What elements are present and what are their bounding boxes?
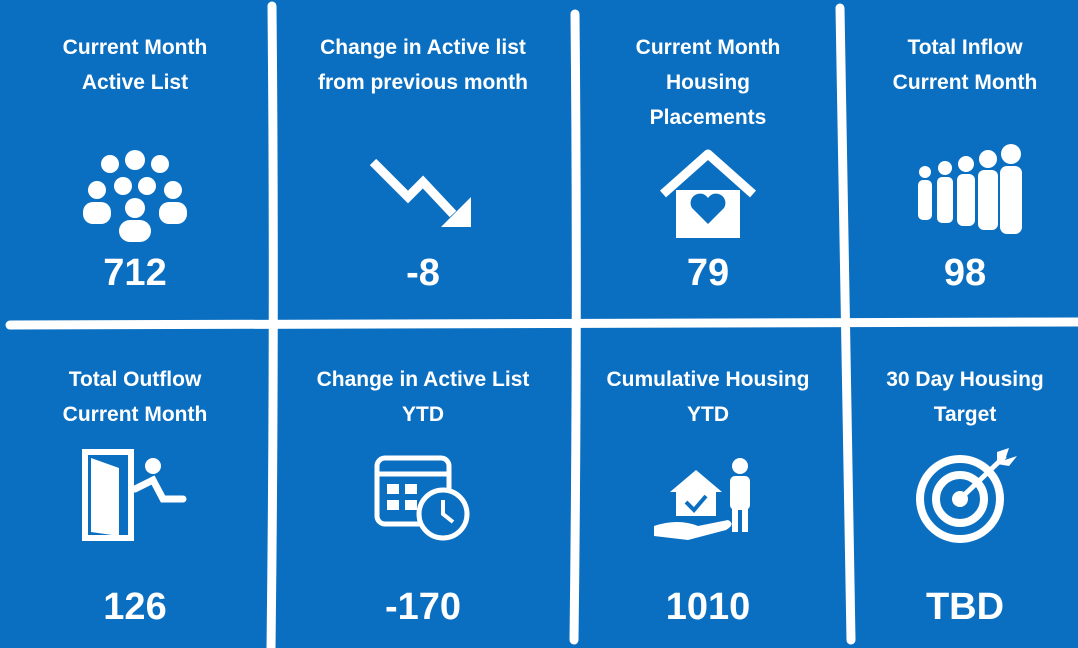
title-line: Current Month <box>62 36 208 59</box>
tile-title: Change in Active list from previous month <box>288 30 558 100</box>
tile-value: 1010 <box>665 586 751 628</box>
tile-value: 126 <box>103 586 167 628</box>
tile-title: Cumulative Housing YTD <box>573 362 843 432</box>
tile-icon <box>363 142 483 242</box>
title-line: from previous month <box>317 71 528 94</box>
tile-icon <box>75 142 195 242</box>
title-line: YTD <box>402 403 444 426</box>
tile-icon <box>905 142 1025 242</box>
tile-value: 712 <box>103 252 167 294</box>
title-line: Change in Active list <box>320 36 526 59</box>
tile-icon <box>648 444 768 544</box>
kpi-tile: Change in Active list from previous month… <box>288 30 558 320</box>
tile-title: Current Month Housing Placements <box>573 30 843 135</box>
icon-trend-down <box>369 158 471 227</box>
icon-people-group <box>83 150 187 242</box>
tile-icon <box>648 142 768 242</box>
tile-value: 79 <box>686 252 730 294</box>
icon-calendar-clock <box>374 455 470 541</box>
icon-house-heart <box>660 149 756 238</box>
icon-target <box>916 448 1017 543</box>
title-line: Placements <box>649 106 767 129</box>
tile-icon <box>905 444 1025 544</box>
tile-title: Total Outflow Current Month <box>0 362 270 432</box>
title-line: Total Inflow <box>907 36 1023 59</box>
tile-title: 30 Day Housing Target <box>830 362 1078 432</box>
title-line: Change in Active List <box>316 368 530 391</box>
icon-people-row <box>918 144 1022 234</box>
tile-title: Total Inflow Current Month <box>830 30 1078 100</box>
tile-value: -8 <box>406 252 440 294</box>
title-line: Target <box>933 403 997 426</box>
title-line: Current Month <box>635 36 781 59</box>
kpi-tile: Cumulative Housing YTD 1010 <box>573 362 843 648</box>
title-line: Current Month <box>62 403 208 426</box>
tile-value: TBD <box>925 586 1005 628</box>
title-line: Active List <box>81 71 189 94</box>
title-line: 30 Day Housing <box>886 368 1044 391</box>
tile-value: -170 <box>384 586 462 628</box>
tile-value: 98 <box>943 252 987 294</box>
tile-title: Change in Active List YTD <box>288 362 558 432</box>
title-line: YTD <box>687 403 729 426</box>
kpi-tile: Total Inflow Current Month 98 <box>830 30 1078 320</box>
title-line: Current Month <box>892 71 1038 94</box>
title-line: Housing <box>666 71 750 94</box>
icon-hand-house-people <box>654 458 750 540</box>
kpi-tile: 30 Day Housing Target TBD <box>830 362 1078 648</box>
tile-title: Current Month Active List <box>0 30 270 100</box>
kpi-tile: Change in Active List YTD -170 <box>288 362 558 648</box>
icon-exit-door <box>82 449 187 541</box>
kpi-tile: Total Outflow Current Month 126 <box>0 362 270 648</box>
tile-icon <box>363 444 483 544</box>
title-line: Cumulative Housing <box>606 368 810 391</box>
kpi-tile: Current Month Active List 712 <box>0 30 270 320</box>
title-line: Total Outflow <box>68 368 202 391</box>
tile-icon <box>75 444 195 544</box>
kpi-tile: Current Month Housing Placements 79 <box>573 30 843 320</box>
